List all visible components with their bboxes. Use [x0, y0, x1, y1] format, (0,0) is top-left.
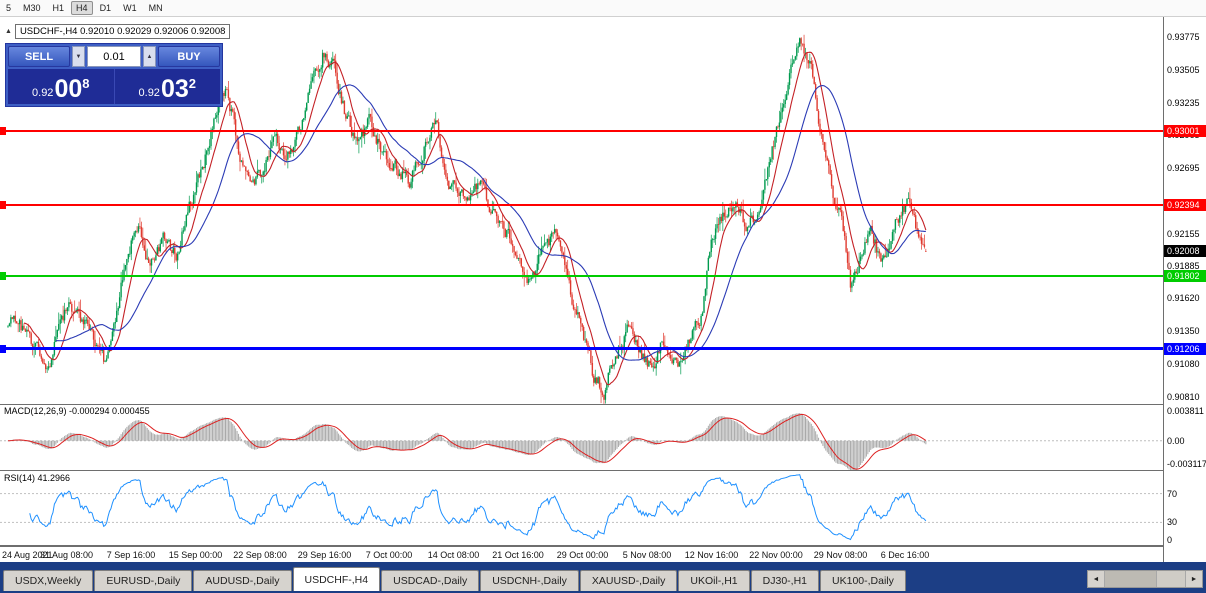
rsi-axis-label: 0: [1167, 535, 1173, 545]
sell-price[interactable]: 0.92 00 8: [8, 69, 114, 104]
price-tag-0.91802: 0.91802: [1164, 270, 1206, 283]
rsi-indicator-label: RSI(14) 41.2966: [4, 473, 71, 483]
timeframe-button-h4[interactable]: H4: [71, 1, 93, 15]
time-axis-label: 15 Sep 00:00: [168, 550, 223, 560]
tabs-container: USDX,Weekly EURUSD-,Daily AUDUSD-,Daily USD…: [3, 567, 907, 591]
time-axis: 24 Aug 2021 31 Aug 08:00 7 Sep 16:00 15 Sep…: [0, 546, 1206, 562]
window-separator[interactable]: [0, 545, 1206, 546]
tab-scrollbar: ◄ ►: [1087, 570, 1203, 588]
time-axis-label: 6 Dec 16:00: [880, 550, 930, 560]
window-separator[interactable]: [0, 470, 1206, 471]
lot-decrease-button[interactable]: ▼: [72, 46, 85, 67]
rsi-panel-canvas[interactable]: [0, 471, 1163, 545]
macd-axis-label: 0.00: [1167, 435, 1185, 446]
buy-price-big: 03: [160, 75, 189, 103]
time-axis-label: 21 Oct 16:00: [492, 550, 544, 560]
chart-tab-bar: USDX,Weekly EURUSD-,Daily AUDUSD-,Daily USD…: [0, 562, 1206, 593]
rsi-axis-label: 70: [1167, 488, 1178, 499]
chart-region: ▲ USDCHF-,H4 0.92010 0.92029 0.92006 0.9…: [0, 17, 1206, 562]
support-line-1[interactable]: [0, 275, 1163, 278]
time-axis-label: 5 Nov 08:00: [622, 550, 672, 560]
buy-price-base: 0.92: [138, 87, 160, 99]
scroll-right-button[interactable]: ►: [1185, 571, 1202, 587]
timeframe-button-mn[interactable]: MN: [148, 3, 163, 13]
symbol-ohlc-box: USDCHF-,H4 0.92010 0.92029 0.92006 0.920…: [14, 24, 231, 39]
timeframe-button-m30[interactable]: M30: [23, 3, 41, 13]
chart-header: ▲ USDCHF-,H4 0.92010 0.92029 0.92006 0.9…: [5, 24, 231, 39]
macd-panel-canvas[interactable]: [0, 405, 1163, 470]
resistance-line-2[interactable]: [0, 203, 1163, 206]
timeframe-button-w1[interactable]: W1: [123, 3, 137, 13]
price-tag-0.92008: 0.92008: [1164, 245, 1206, 258]
chart-ohlc: 0.92010 0.92029 0.92006 0.92008: [80, 26, 226, 37]
time-axis-label: 24 Aug 2021: [2, 550, 53, 560]
price-axis-label: 0.90810: [1167, 391, 1200, 402]
price-axis-label: 0.92695: [1167, 163, 1200, 174]
chart-tab-usdcad-daily[interactable]: USDCAD-,Daily: [381, 570, 480, 591]
price-axis-label: 0.93505: [1167, 64, 1200, 75]
time-axis-label: 29 Sep 16:00: [297, 550, 352, 560]
sell-price-sup: 8: [82, 76, 90, 91]
sell-price-base: 0.92: [32, 87, 54, 99]
resistance-line-1[interactable]: [0, 129, 1163, 132]
timeframe-button-d1[interactable]: D1: [99, 3, 112, 13]
scrollbar-track[interactable]: [1157, 571, 1185, 587]
chart-tab-usdchf-h4[interactable]: USDCHF-,H4: [292, 567, 381, 591]
price-axis-label: 0.91080: [1167, 358, 1200, 369]
time-axis-label: 7 Oct 00:00: [365, 550, 413, 560]
macd-axis-label: -0.003117: [1167, 459, 1206, 469]
chart-tab-dj30-h1[interactable]: DJ30-,H1: [750, 570, 820, 591]
price-axis-label: 0.93235: [1167, 97, 1200, 108]
lot-increase-button[interactable]: ▲: [143, 46, 156, 67]
time-axis-label: 29 Oct 00:00: [556, 550, 609, 560]
chart-tab-uk100-daily[interactable]: UK100-,Daily: [820, 570, 906, 591]
price-axis-label: 0.91885: [1167, 261, 1200, 272]
time-axis-label: 12 Nov 16:00: [684, 550, 739, 560]
left-price-marker: [0, 272, 6, 281]
rsi-axis-label: 30: [1167, 517, 1178, 528]
price-axis-label: 0.92155: [1167, 228, 1200, 239]
one-click-trading-panel: SELL ▼ 0.01 ▲ BUY 0.92 00 8 0.92 03 2: [5, 43, 223, 107]
buy-button[interactable]: BUY: [158, 46, 220, 67]
sell-button[interactable]: SELL: [8, 46, 70, 67]
left-price-marker: [0, 200, 6, 209]
buy-price[interactable]: 0.92 03 2: [113, 69, 221, 104]
scroll-left-button[interactable]: ◄: [1088, 571, 1105, 587]
time-axis-label: 7 Sep 16:00: [106, 550, 156, 560]
support-line-2[interactable]: [0, 347, 1163, 351]
chart-tab-usdx-weekly[interactable]: USDX,Weekly: [3, 570, 94, 591]
price-tag-0.91206: 0.91206: [1164, 342, 1206, 355]
left-price-marker: [0, 126, 6, 135]
chart-tab-xauusd-daily[interactable]: XAUUSD-,Daily: [579, 570, 678, 591]
price-axis-label: 0.91620: [1167, 293, 1200, 304]
macd-axis-label: 0.003811: [1167, 406, 1204, 416]
chart-tab-eurusd-daily[interactable]: EURUSD-,Daily: [94, 570, 193, 591]
one-click-collapse-icon[interactable]: ▲: [5, 28, 12, 35]
macd-indicator-label: MACD(12,26,9) -0.000294 0.000455: [4, 406, 150, 416]
timeframe-button-5[interactable]: 5: [6, 3, 12, 13]
chart-tab-usdcnh-daily[interactable]: USDCNH-,Daily: [480, 570, 579, 591]
window-separator[interactable]: [0, 404, 1206, 405]
chart-symbol: USDCHF-,H4: [19, 26, 78, 37]
timeframe-button-h1[interactable]: H1: [52, 3, 65, 13]
price-tag-0.92394: 0.92394: [1164, 198, 1206, 211]
scrollbar-thumb[interactable]: [1105, 571, 1157, 587]
time-axis-label: 14 Oct 08:00: [427, 550, 480, 560]
time-axis-label: 22 Nov 00:00: [749, 550, 803, 560]
sell-price-big: 00: [54, 75, 83, 103]
price-axis-label: 0.93775: [1167, 32, 1200, 43]
price-axis-label: 0.91350: [1167, 326, 1200, 337]
timeframe-toolbar: 5 M30 H1 H4 D1 W1 MN: [0, 0, 1206, 17]
lot-size-input[interactable]: 0.01: [87, 46, 141, 67]
chart-tab-ukoil-h1[interactable]: UKOil-,H1: [678, 570, 750, 591]
price-tag-0.93001: 0.93001: [1164, 124, 1206, 137]
buy-price-sup: 2: [188, 76, 196, 91]
time-axis-label: 22 Sep 08:00: [233, 550, 287, 560]
time-axis-label: 31 Aug 08:00: [39, 550, 94, 560]
price-axis: 0.937750.935050.932350.929650.926950.921…: [1163, 17, 1206, 562]
left-price-marker: [0, 344, 6, 353]
time-axis-label: 29 Nov 08:00: [813, 550, 868, 560]
chart-tab-audusd-daily[interactable]: AUDUSD-,Daily: [193, 570, 292, 591]
